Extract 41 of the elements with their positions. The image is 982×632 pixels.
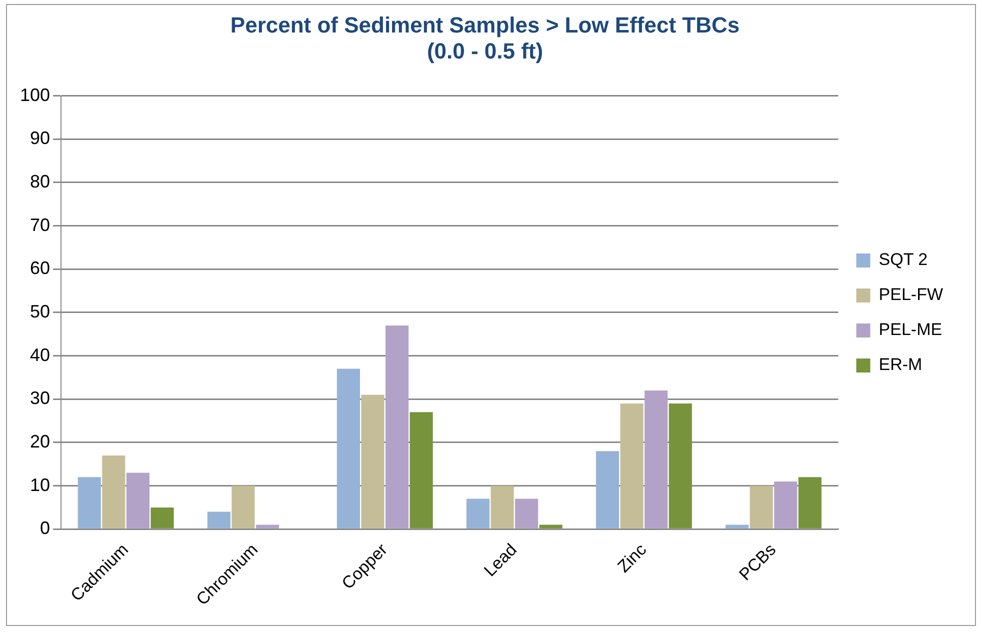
bar <box>207 512 230 528</box>
bar <box>126 472 150 528</box>
bar <box>726 524 749 528</box>
bar <box>78 477 101 528</box>
y-tick-label: 80 <box>30 171 50 192</box>
bar <box>102 455 126 528</box>
bar <box>410 412 433 528</box>
bar <box>644 390 668 528</box>
legend-label: PEL-ME <box>878 320 942 340</box>
bar <box>150 507 174 528</box>
y-tick-label: 50 <box>30 301 50 322</box>
y-tick-label: 10 <box>30 474 50 495</box>
bar <box>798 477 822 528</box>
bar <box>232 486 255 528</box>
y-tick-label: 30 <box>30 388 50 408</box>
y-tick-label: 90 <box>30 128 50 148</box>
bar <box>385 325 409 528</box>
y-tick-label: 70 <box>30 214 50 235</box>
bar <box>750 486 773 528</box>
bar <box>361 394 384 528</box>
text: Percent of Sediment Samples > Low Effect TBCs <box>230 12 740 38</box>
bar <box>466 498 490 528</box>
y-tick-label: 40 <box>30 344 50 365</box>
bar <box>620 403 644 528</box>
text: (0.0 - 0.5 ft) <box>426 38 544 64</box>
y-tick-label: 0 <box>40 518 50 538</box>
bar <box>539 524 562 528</box>
legend-label: PEL-FW <box>878 285 944 304</box>
bar <box>490 486 514 528</box>
x-tick-label: Zinc <box>614 540 650 576</box>
legend-label: SQT 2 <box>878 250 928 270</box>
y-tick-label: 60 <box>30 258 50 278</box>
legend-label: ER-M <box>878 355 922 374</box>
bar <box>336 368 360 528</box>
bar <box>515 498 538 528</box>
bar <box>596 451 620 528</box>
bar <box>774 481 798 528</box>
bar <box>256 524 280 528</box>
y-tick-label: 20 <box>30 431 50 452</box>
y-tick-label: 100 <box>20 84 50 105</box>
bar <box>668 403 692 528</box>
